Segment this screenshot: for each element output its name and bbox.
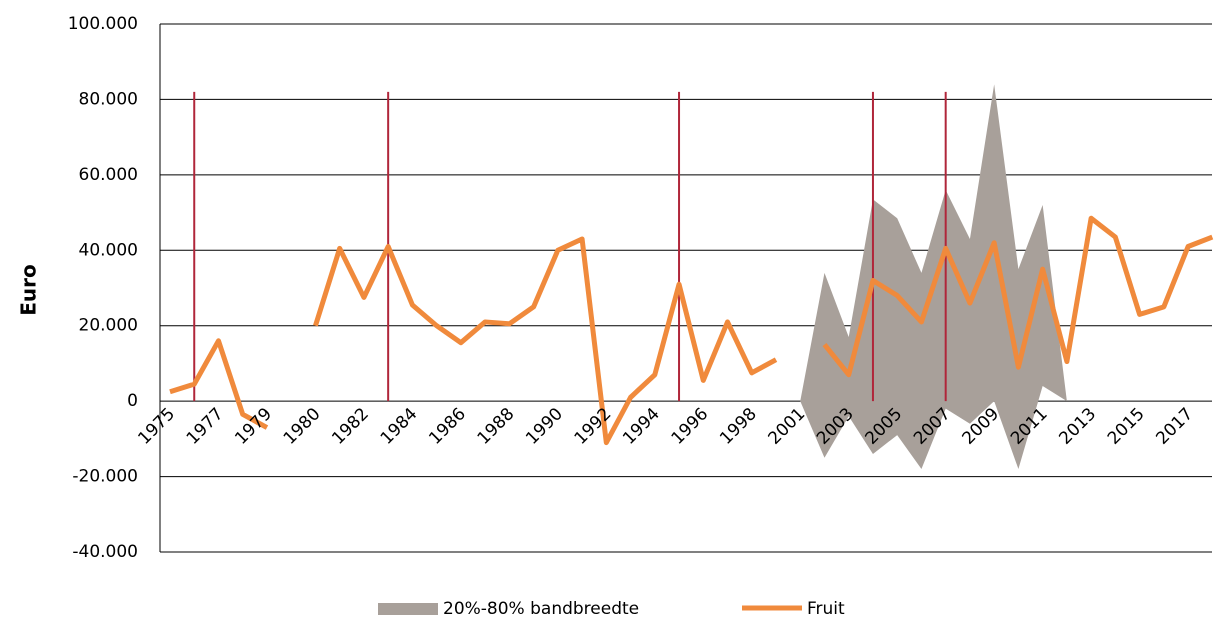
x-tick-label: 1975 bbox=[134, 404, 179, 449]
x-tick-label: 2017 bbox=[1152, 404, 1197, 449]
y-tick-label: -40.000 bbox=[72, 542, 138, 562]
x-tick-label: 1977 bbox=[183, 404, 228, 449]
x-tick-label: 1979 bbox=[231, 404, 276, 449]
y-axis-label: Euro bbox=[17, 264, 41, 316]
x-tick-label: 1998 bbox=[716, 404, 761, 449]
x-tick-label: 2015 bbox=[1104, 404, 1149, 449]
x-tick-label: 2001 bbox=[765, 404, 810, 449]
x-tick-label: 2013 bbox=[1055, 404, 1100, 449]
x-tick-label: 1988 bbox=[474, 404, 519, 449]
y-tick-label: -20.000 bbox=[72, 467, 138, 487]
band-area bbox=[800, 84, 1067, 470]
x-tick-label: 1984 bbox=[377, 404, 422, 449]
y-tick-label: 20.000 bbox=[79, 316, 138, 336]
x-tick-label: 1982 bbox=[328, 404, 373, 449]
y-tick-label: 40.000 bbox=[79, 240, 138, 260]
legend-label: Fruit bbox=[807, 599, 845, 619]
line bbox=[169, 215, 1214, 446]
x-tick-label: 1980 bbox=[280, 404, 325, 449]
x-tick-label: 1990 bbox=[522, 404, 567, 449]
x-tick-label: 1996 bbox=[668, 404, 713, 449]
y-tick-label: 80.000 bbox=[79, 89, 138, 109]
x-tick-label: 1986 bbox=[425, 404, 470, 449]
y-tick-label: 100.000 bbox=[68, 14, 138, 34]
y-tick-label: 60.000 bbox=[79, 165, 138, 185]
legend-label: 20%-80% bandbreedte bbox=[443, 599, 639, 619]
legend-swatch bbox=[378, 603, 438, 615]
y-tick-label: 0 bbox=[127, 391, 138, 411]
